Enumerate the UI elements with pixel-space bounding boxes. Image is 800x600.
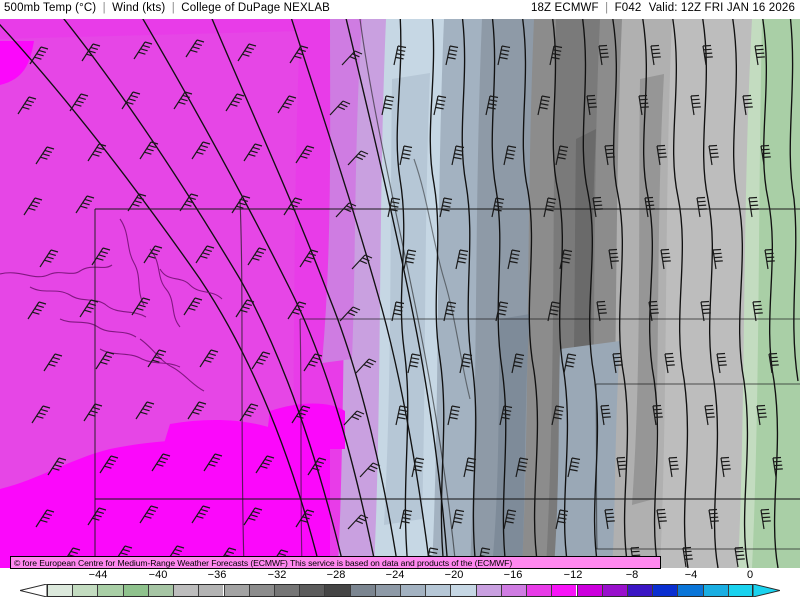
colorbar-tick-label: 0 <box>746 569 754 581</box>
header-product-label: 500mb Temp (°C) <box>4 2 97 14</box>
header-separator-1: | <box>102 2 106 14</box>
header-forecast-hour: F042 <box>614 2 642 14</box>
colorbar-segment[interactable] <box>273 584 300 597</box>
header-valid-time: Valid: 12Z FRI JAN 16 2026 <box>648 2 795 14</box>
colorbar-tick-label: −20 <box>444 569 464 581</box>
weather-map-canvas[interactable] <box>0 19 800 568</box>
colorbar-segment[interactable] <box>223 584 249 597</box>
colorbar-segment[interactable] <box>626 584 653 597</box>
colorbar-tick-label: −44 <box>88 569 108 581</box>
colorbar-tick-label: −28 <box>326 569 346 581</box>
colorbar-segment[interactable] <box>349 584 375 597</box>
colorbar-segment[interactable] <box>475 584 501 597</box>
colorbar-tick-label: −8 <box>625 569 639 581</box>
colorbar-segment[interactable] <box>47 584 73 597</box>
colorbar-tick-label: −24 <box>385 569 405 581</box>
header-wind-label: Wind (kts) <box>112 2 166 14</box>
colorbar-tick-label: −40 <box>148 569 168 581</box>
colorbar-segment[interactable] <box>576 584 602 597</box>
colorbar-segment[interactable] <box>324 584 350 597</box>
colorbar-segment[interactable] <box>425 584 451 597</box>
header-left-title: 500mb Temp (°C) | Wind (kts) | College o… <box>4 2 330 14</box>
colorbar-tick-label: −12 <box>563 569 583 581</box>
colorbar-segment[interactable] <box>500 584 527 597</box>
colorbar-swatches[interactable] <box>0 583 800 598</box>
map-header-bar: 500mb Temp (°C) | Wind (kts) | College o… <box>0 0 800 19</box>
colorbar-segment[interactable] <box>400 584 426 597</box>
colorbar-segment[interactable] <box>299 584 325 597</box>
temperature-field-plot <box>0 19 800 568</box>
colorbar-segment[interactable] <box>173 584 199 597</box>
colorbar-segment[interactable] <box>702 584 728 597</box>
colorbar-segment[interactable] <box>551 584 577 597</box>
colorbar-segment[interactable] <box>652 584 678 597</box>
colorbar-segment[interactable] <box>72 584 98 597</box>
colorbar-tick-label: −36 <box>207 569 227 581</box>
colorbar-segment[interactable] <box>526 584 552 597</box>
colorbar-segment[interactable] <box>374 584 400 597</box>
header-source-label: College of DuPage NEXLAB <box>181 2 330 14</box>
colorbar-segment[interactable] <box>677 584 703 597</box>
temperature-colorbar[interactable]: −44 −40 −36 −32 −28 −24 −20 −16 −12 −8 −4 0 <box>0 569 800 600</box>
header-separator-2: | <box>171 2 175 14</box>
header-right-title: 18Z ECMWF | F042 Valid: 12Z FRI JAN 16 2… <box>531 2 795 14</box>
colorbar-tick-label: −16 <box>503 569 523 581</box>
ecmwf-attribution-banner: © fore European Centre for Medium-Range … <box>10 556 661 569</box>
colorbar-segment[interactable] <box>727 584 753 597</box>
colorbar-segment[interactable] <box>198 584 224 597</box>
colorbar-segment[interactable] <box>122 584 148 597</box>
header-separator-3: | <box>605 2 609 14</box>
colorbar-tick-label: −32 <box>267 569 287 581</box>
header-model-run: 18Z ECMWF <box>530 2 599 14</box>
colorbar-segment[interactable] <box>601 584 627 597</box>
colorbar-under-arrow-shape <box>19 583 48 598</box>
colorbar-segment[interactable] <box>450 584 476 597</box>
colorbar-tick-label: −4 <box>684 569 698 581</box>
colorbar-segment[interactable] <box>147 584 174 597</box>
colorbar-over-arrow-shape <box>752 583 781 598</box>
colorbar-segment[interactable] <box>97 584 123 597</box>
colorbar-segment[interactable] <box>248 584 274 597</box>
colorbar-tick-labels: −44 −40 −36 −32 −28 −24 −20 −16 −12 −8 −4 0 <box>0 569 800 583</box>
